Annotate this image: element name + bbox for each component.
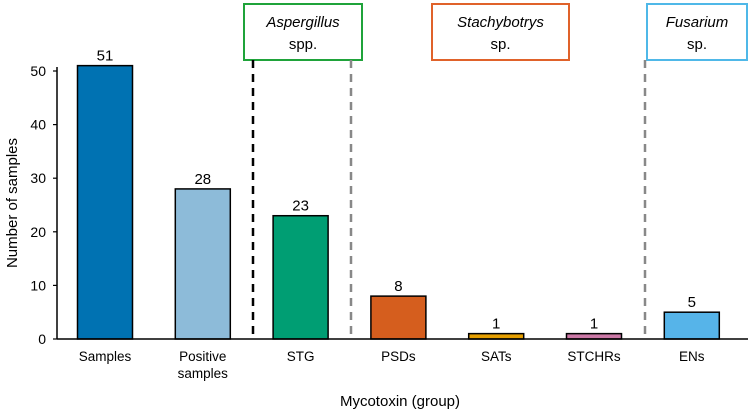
x-tick-label: Samples [79, 349, 132, 364]
genus-box [646, 3, 748, 61]
y-axis-label: Number of samples [4, 138, 21, 268]
genus-box [243, 3, 363, 61]
genus-label: Aspergillus [265, 14, 340, 31]
bar [174, 188, 232, 340]
y-tick-label: 20 [30, 224, 46, 240]
bar-value-label: 5 [688, 294, 696, 311]
bar-value-label: 23 [292, 198, 309, 215]
bar [76, 64, 134, 340]
x-tick-label: ENs [679, 349, 705, 364]
bar [272, 214, 329, 340]
y-tick-label: 50 [30, 63, 46, 79]
bar [370, 295, 427, 340]
y-tick-label: 40 [30, 117, 46, 133]
x-tick-label: Positive [179, 349, 226, 364]
genus-box [431, 3, 570, 61]
bar-value-label: 8 [394, 278, 402, 295]
bar [565, 332, 623, 340]
bar-value-label: 28 [194, 171, 211, 188]
bar-value-label: 1 [590, 316, 598, 333]
bar [467, 332, 525, 340]
x-tick-label-line2: samples [178, 366, 229, 381]
genus-suffix-label: sp. [687, 36, 707, 53]
x-tick-label: STG [287, 349, 315, 364]
x-tick-label: SATs [481, 349, 512, 364]
y-tick-label: 10 [30, 277, 46, 293]
x-tick-label: PSDs [381, 349, 416, 364]
y-tick-label: 0 [38, 331, 46, 347]
genus-suffix-label: spp. [289, 36, 317, 53]
y-tick-label: 30 [30, 170, 46, 186]
x-axis-label: Mycotoxin (group) [340, 393, 460, 410]
genus-suffix-label: sp. [490, 36, 510, 53]
bar-value-label: 51 [97, 48, 114, 65]
bar-value-label: 1 [492, 316, 500, 333]
genus-label: Stachybotrys [457, 14, 544, 31]
genus-label: Fusarium [666, 14, 729, 31]
x-tick-label: STCHRs [567, 349, 620, 364]
bar [663, 311, 721, 340]
